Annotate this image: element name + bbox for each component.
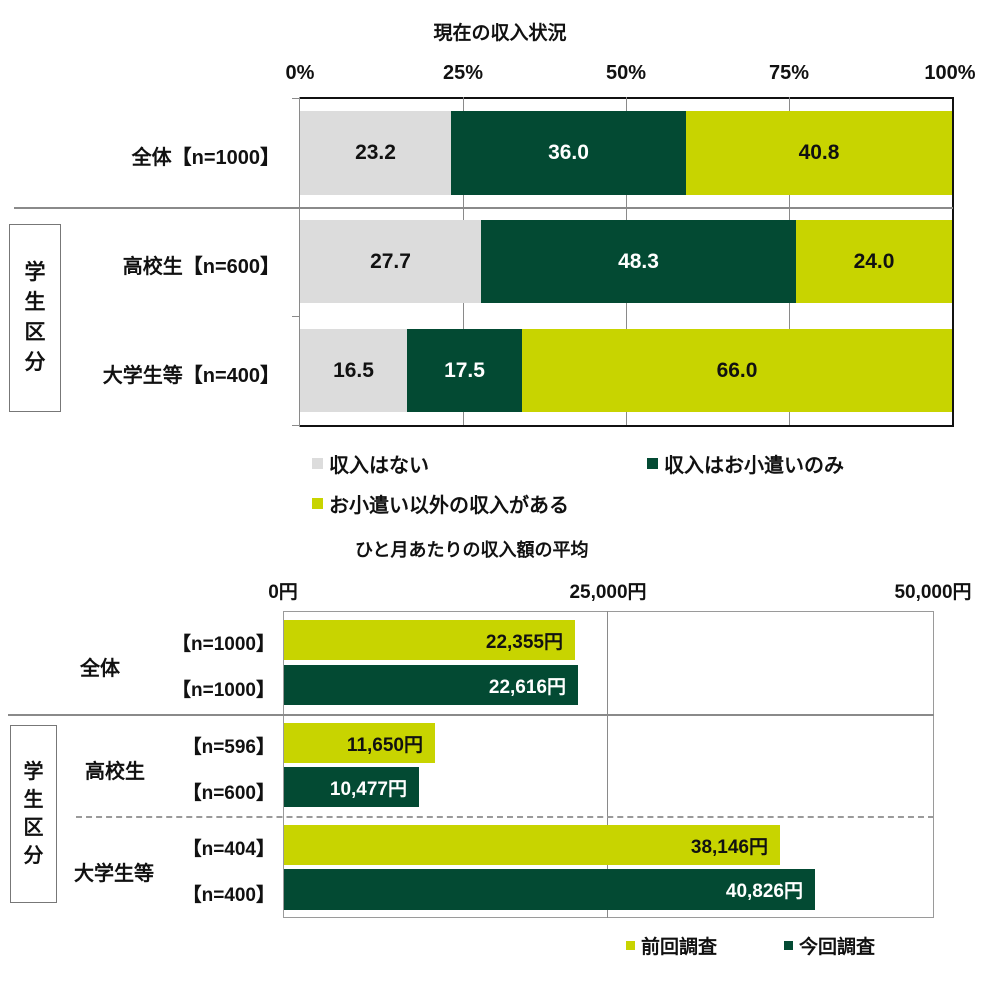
legend-label: 収入はない	[329, 455, 429, 477]
category-label: 全体【n=1000】	[131, 147, 280, 169]
sample-size-label: 【n=404】	[182, 839, 275, 860]
legend-item-other-income: お小遣い以外の収入がある	[312, 489, 569, 518]
bar-segment-none: 16.5	[300, 329, 407, 412]
sample-size-label: 【n=400】	[182, 885, 275, 906]
bar-segment-allowance-only: 48.3	[481, 220, 796, 303]
plot-frame	[283, 611, 934, 918]
legend-label: 前回調査	[641, 937, 718, 958]
group-label-char: 区	[23, 817, 44, 839]
category-label: 大学生等【n=400】	[102, 365, 280, 387]
category-label: 全体	[80, 658, 120, 680]
group-label-char: 学	[24, 261, 46, 284]
x-tick-label: 25,000円	[569, 582, 647, 603]
bar-previous: 38,146円	[284, 825, 780, 865]
legend-swatch	[784, 941, 793, 950]
bar-segment-none: 27.7	[300, 220, 481, 303]
sample-size-label: 【n=600】	[182, 783, 275, 804]
legend-item-previous: 前回調査	[626, 932, 717, 959]
legend-label: 収入はお小遣いのみ	[664, 455, 844, 477]
x-tick-label: 25%	[442, 62, 484, 84]
axis-tick	[292, 98, 300, 99]
bar-segment-other-income: 40.8	[686, 111, 952, 195]
x-tick-label: 0円	[268, 582, 298, 603]
sample-size-label: 【n=1000】	[172, 634, 275, 655]
legend-swatch	[626, 941, 635, 950]
legend-label: お小遣い以外の収入がある	[329, 495, 569, 517]
chart-title: ひと月あたりの収入額の平均	[355, 540, 589, 560]
legend-item-none: 収入はない	[312, 449, 429, 478]
group-divider	[14, 207, 953, 209]
x-tick-label: 100%	[924, 62, 976, 84]
legend-swatch	[312, 458, 323, 469]
group-label-box: 学 生 区 分	[10, 725, 57, 903]
x-tick-label: 50%	[605, 62, 647, 84]
category-label: 高校生【n=600】	[122, 256, 280, 278]
group-divider	[8, 714, 934, 716]
subgroup-divider	[76, 816, 934, 818]
legend-label: 今回調査	[799, 937, 876, 958]
gridline-100	[952, 97, 954, 427]
x-tick-label: 0%	[285, 62, 315, 84]
sample-size-label: 【n=596】	[182, 737, 275, 758]
category-label: 大学生等	[74, 863, 154, 885]
y-axis-line	[299, 97, 300, 427]
category-label: 高校生	[85, 761, 145, 783]
bar-previous: 11,650円	[284, 723, 435, 763]
bar-previous: 22,355円	[284, 620, 575, 660]
legend-swatch	[312, 498, 323, 509]
legend-swatch	[647, 458, 658, 469]
bar-segment-allowance-only: 36.0	[451, 111, 686, 195]
group-label-char: 学	[23, 761, 44, 783]
group-label-char: 区	[24, 321, 46, 344]
gridline-25000	[607, 611, 608, 918]
axis-tick	[292, 425, 300, 426]
group-label-char: 分	[23, 845, 44, 867]
group-label-box: 学 生 区 分	[9, 224, 61, 412]
x-tick-label: 75%	[768, 62, 810, 84]
bar-current: 40,826円	[284, 869, 815, 910]
x-tick-label: 50,000円	[894, 582, 972, 603]
x-axis-bottom	[300, 425, 953, 427]
axis-tick	[292, 316, 300, 317]
group-label-char: 生	[24, 291, 46, 314]
bar-segment-allowance-only: 17.5	[407, 329, 522, 412]
bar-segment-other-income: 66.0	[522, 329, 952, 412]
chart-title: 現在の収入状況	[433, 23, 567, 44]
bar-segment-none: 23.2	[300, 111, 451, 195]
group-label-char: 分	[24, 351, 46, 374]
legend-item-allowance-only: 収入はお小遣いのみ	[647, 449, 844, 478]
bar-current: 22,616円	[284, 665, 578, 705]
sample-size-label: 【n=1000】	[172, 680, 275, 701]
legend-item-current: 今回調査	[784, 932, 875, 959]
bar-segment-other-income: 24.0	[796, 220, 952, 303]
bar-current: 10,477円	[284, 767, 419, 807]
group-label-char: 生	[23, 789, 44, 811]
